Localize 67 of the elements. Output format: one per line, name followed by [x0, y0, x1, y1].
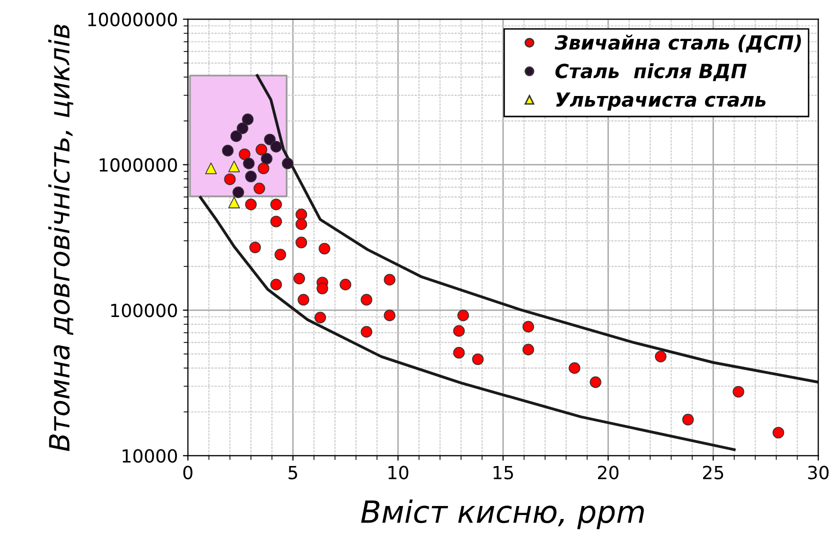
x-tick-label: 15 [494, 466, 513, 480]
point [772, 426, 784, 438]
point [245, 198, 257, 210]
point [568, 362, 580, 374]
point [296, 208, 308, 220]
point [360, 326, 372, 338]
legend-label: Сталь після ВДП [555, 63, 747, 82]
point [314, 312, 326, 324]
point [230, 130, 242, 142]
point [245, 170, 257, 182]
x-tick-label: 5 [288, 466, 298, 480]
point [682, 414, 694, 426]
point [318, 242, 330, 254]
point [228, 160, 240, 172]
x-tick-label: 20 [598, 466, 618, 480]
point [316, 282, 328, 294]
point [222, 144, 234, 156]
point [270, 198, 282, 210]
point [384, 310, 396, 322]
y-tick-label: 1000000 [100, 158, 177, 172]
point [236, 122, 248, 134]
point [732, 386, 744, 398]
line-series [199, 196, 736, 452]
point [264, 134, 276, 146]
legend-label: Ультрачиста сталь [556, 92, 766, 111]
point [360, 294, 372, 306]
x-tick-label: 25 [703, 466, 724, 480]
point [654, 350, 666, 362]
point [270, 278, 282, 290]
point [224, 173, 236, 186]
point [293, 272, 306, 284]
x-axis-title: Вміст кисню, ppm [361, 500, 644, 530]
x-tick-label: 10 [388, 466, 408, 480]
point [256, 144, 268, 156]
point [453, 346, 465, 359]
point [340, 278, 352, 290]
legend-label: Звичайна сталь (ДСП) [554, 34, 801, 53]
y-tick-label: 10000 [122, 449, 177, 463]
point [457, 310, 469, 322]
point [254, 182, 266, 194]
point [296, 236, 308, 248]
point [270, 140, 282, 152]
point [296, 218, 308, 230]
y-axis-title: Втомна довговічність, циклів [48, 24, 74, 452]
point [258, 162, 270, 174]
y-tick-label: 10000000 [88, 12, 177, 26]
point [453, 325, 465, 337]
point [243, 158, 255, 170]
point [249, 242, 261, 254]
point [298, 294, 310, 306]
point [282, 158, 294, 170]
point [260, 152, 272, 164]
point [274, 248, 286, 260]
x-tick-label: 0 [183, 466, 192, 480]
x-tick-label: 30 [808, 466, 829, 480]
point [472, 353, 484, 366]
point [522, 320, 534, 332]
y-tick-label: 100000 [111, 304, 177, 318]
point [228, 196, 240, 208]
point [270, 216, 282, 228]
point [232, 186, 244, 198]
point [590, 376, 602, 388]
point [205, 162, 217, 174]
point [238, 148, 250, 160]
point [384, 274, 396, 286]
point [242, 114, 254, 126]
point [522, 344, 534, 356]
